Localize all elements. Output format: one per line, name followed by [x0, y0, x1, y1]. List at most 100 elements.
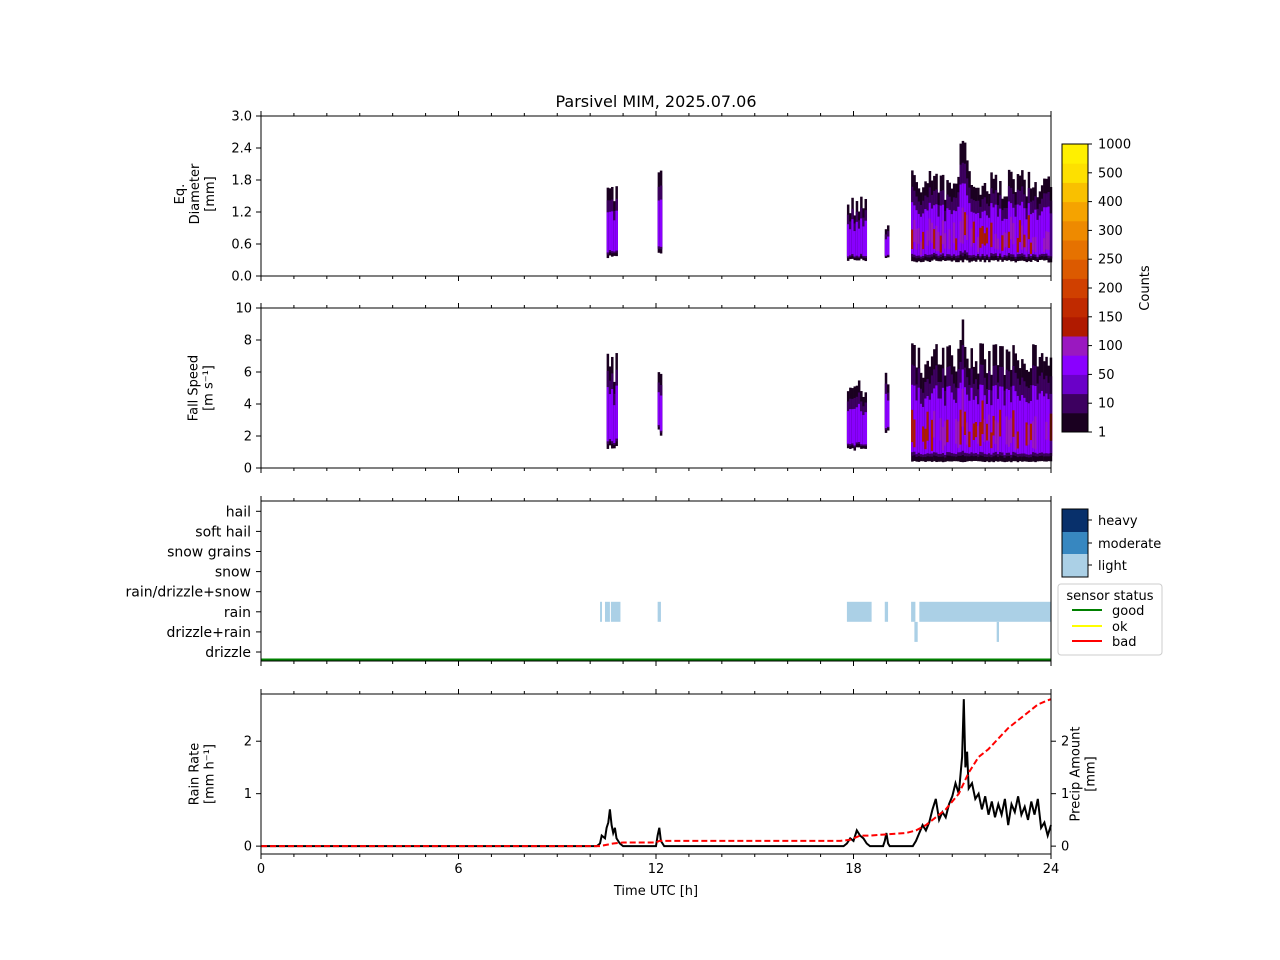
heatmap-cell [977, 212, 980, 254]
heatmap-cell [957, 206, 960, 256]
heatmap-cell [979, 384, 982, 452]
heatmap-cell [846, 411, 850, 444]
heatmap-cell [988, 414, 991, 442]
heatmap-cell [1038, 393, 1042, 453]
heatmap-cell [930, 419, 934, 451]
heatmap-cell [974, 213, 978, 256]
heatmap-cell [615, 210, 618, 251]
heatmap-cell [944, 233, 947, 249]
heatmap-cell [985, 227, 989, 244]
category-label: hail [226, 504, 251, 520]
heatmap-cell [911, 409, 914, 443]
heatmap-cell [992, 415, 996, 436]
heatmap-cell [606, 387, 610, 442]
heatmap-cell [961, 207, 965, 244]
heatmap-cell [924, 209, 927, 255]
sensor-legend-box [1057, 583, 1163, 656]
heatmap-cell [1032, 212, 1035, 255]
heatmap-cell [1043, 207, 1046, 254]
heatmap-cell [994, 385, 998, 452]
heatmap-cell [915, 229, 919, 250]
heatmap-cell [611, 211, 614, 252]
heatmap-cell [946, 419, 949, 443]
diameter-panel: 0.0 0.6 1.2 1.8 2.4 3.0 [231, 110, 1053, 285]
y-tick-label: 2.4 [231, 142, 252, 157]
heatmap-cell [1018, 400, 1022, 454]
colorbar-segment [1062, 374, 1088, 395]
y-tick-label: 10 [235, 302, 252, 317]
heatmap-cell [959, 184, 963, 252]
heatmap-cell [846, 224, 850, 257]
category-label: rain [224, 605, 251, 621]
heatmap-cell [955, 238, 958, 251]
heatmap-cell [1029, 242, 1033, 254]
heatmap-cell [659, 199, 663, 247]
heatmap-cell [1016, 395, 1020, 455]
colorbar-segment [1062, 412, 1088, 433]
heatmap-cell [657, 200, 661, 247]
precip-type-bar [884, 601, 889, 622]
sensor-bad-label: bad [1112, 635, 1136, 650]
heatmap-cell [968, 203, 971, 256]
heatmap-cell [1012, 223, 1015, 245]
colorbar-segment [1062, 259, 1088, 279]
heatmap-cell [937, 232, 941, 252]
heatmap-cell [939, 235, 943, 253]
heatmap-cell [913, 419, 916, 448]
x-tick-label: 12 [648, 862, 665, 877]
precip-type-bar [919, 601, 1051, 622]
heatmap-cell [1034, 236, 1037, 253]
heatmap-cell [933, 205, 936, 253]
heatmap-cell [657, 392, 661, 425]
heatmap-cell [941, 426, 945, 451]
heatmap-cell [1047, 206, 1051, 256]
category-label: snow grains [167, 545, 251, 561]
heatmap-cell [992, 207, 996, 254]
heatmap-cell [1029, 423, 1033, 441]
heatmap-cell [955, 418, 958, 444]
intensity-moderate-label: moderate [1098, 537, 1161, 552]
heatmap-cell [913, 385, 916, 452]
diameter-heatmap [606, 140, 1053, 263]
heatmap-cell [1007, 201, 1011, 253]
heatmap-cell [613, 405, 616, 444]
heatmap-cell [851, 219, 854, 255]
heatmap-cell [977, 236, 980, 253]
heatmap-cell [968, 431, 971, 448]
heatmap-cell [952, 222, 956, 244]
heatmap-cell [950, 214, 954, 256]
heatmap-cell [1007, 231, 1011, 248]
heatmap-cell [1045, 207, 1048, 254]
precip-amount-ylabel-0: Precip Amount [1069, 727, 1084, 822]
heatmap-cell [994, 420, 998, 444]
intensity-light-label: light [1098, 559, 1127, 574]
colorbar-segment [1062, 316, 1088, 337]
colorbar-tick-label: 250 [1098, 253, 1123, 268]
diameter-ylabel-1: Diameter [188, 163, 203, 224]
heatmap-cell [613, 220, 616, 252]
precip-type-plot-area [261, 501, 1051, 661]
heatmap-cell [1043, 396, 1046, 454]
heatmap-cell [1003, 232, 1007, 248]
fallspeed-panel: 0 2 4 6 8 10 [235, 302, 1053, 477]
heatmap-cell [981, 400, 985, 435]
heatmap-cell [1040, 211, 1044, 254]
precip-amount-ylabel-1: [mm] [1084, 756, 1099, 791]
y-tick-label: 6 [244, 366, 252, 381]
heatmap-cell [950, 392, 954, 454]
x-tick-label: 0 [257, 862, 265, 877]
heatmap-cell [999, 409, 1002, 437]
intensity-heavy-label: heavy [1098, 514, 1138, 529]
category-label: soft hail [195, 524, 251, 540]
heatmap-cell [959, 221, 963, 243]
category-label: drizzle+rain [166, 625, 251, 641]
heatmap-cell [1014, 216, 1018, 257]
heatmap-cell [970, 387, 974, 453]
colorbar-segment [1062, 240, 1088, 260]
fallspeed-heatmap [606, 319, 1053, 463]
heatmap-cell [990, 432, 993, 449]
heatmap-cell [957, 421, 960, 448]
colorbar-segment [1062, 297, 1088, 318]
heatmap-cell [606, 212, 610, 253]
